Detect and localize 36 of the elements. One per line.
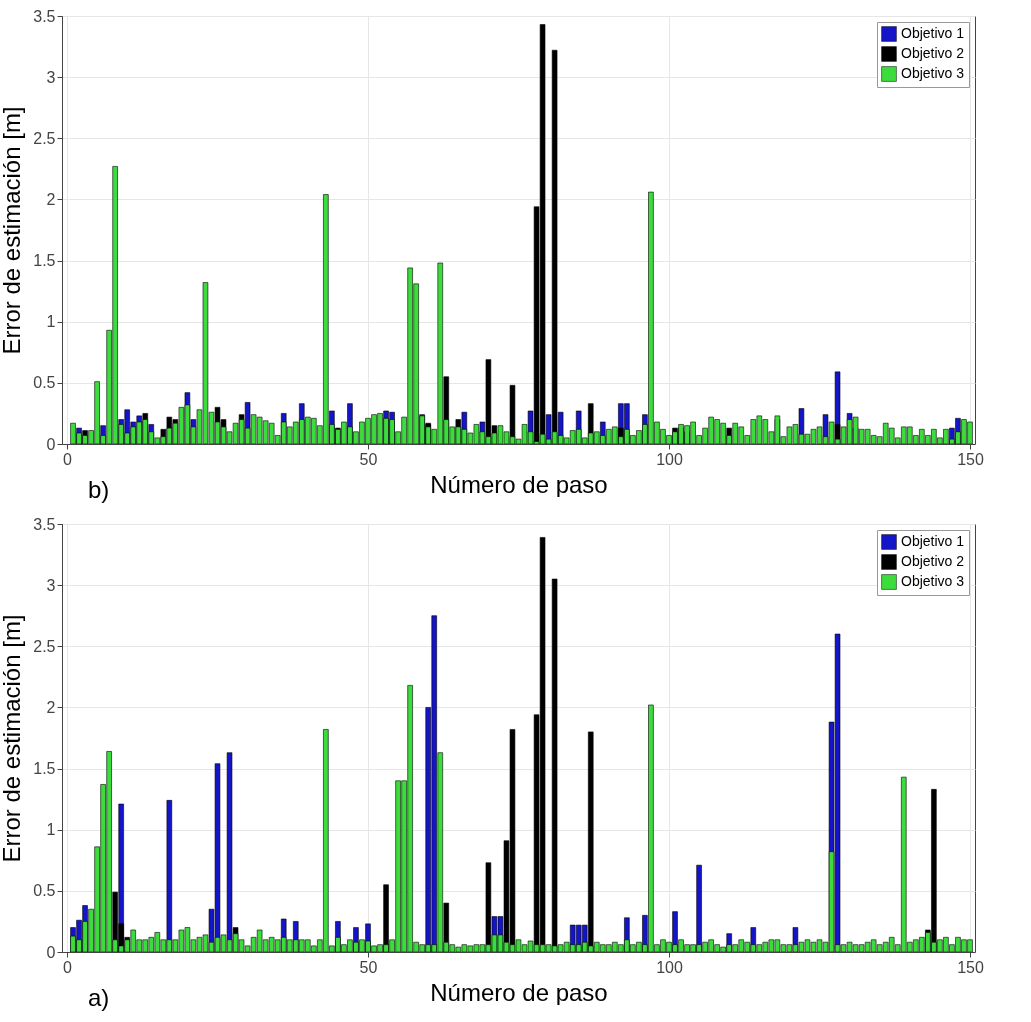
legend-label: Objetivo 1 xyxy=(901,533,965,549)
y-tick-label: 1.5 xyxy=(33,760,56,778)
y-axis-title: Error de estimación [m] xyxy=(0,614,26,863)
legend-label: Objetivo 2 xyxy=(901,553,965,569)
y-tick-label: 0 xyxy=(46,435,56,453)
legend-label: Objetivo 2 xyxy=(901,45,965,61)
x-tick-label: 100 xyxy=(656,450,683,468)
x-tick-label: 150 xyxy=(957,450,984,468)
y-tick-label: 0.5 xyxy=(33,882,56,900)
y-tick-label: 2 xyxy=(46,698,56,716)
x-tick-label: 50 xyxy=(359,958,378,976)
text: a) xyxy=(88,984,110,1012)
y-tick-label: 2.5 xyxy=(33,637,56,655)
y-tick-label: 1.5 xyxy=(33,252,56,270)
y-tick-label: 3 xyxy=(46,576,56,594)
x-axis-title: Número de paso xyxy=(430,470,608,498)
text: b) xyxy=(88,476,110,504)
x-tick-label: 0 xyxy=(63,958,73,976)
x-tick-label: 100 xyxy=(656,958,683,976)
y-tick-label: 3.5 xyxy=(33,515,56,533)
y-tick-label: 3.5 xyxy=(33,7,56,25)
x-tick-label: 150 xyxy=(957,958,984,976)
y-axis-title: Error de estimación [m] xyxy=(0,106,26,355)
legend-label: Objetivo 3 xyxy=(901,65,965,81)
y-tick-label: 0 xyxy=(46,943,56,961)
x-tick-label: 0 xyxy=(63,450,73,468)
y-tick-label: 0.5 xyxy=(33,374,56,392)
y-tick-label: 2 xyxy=(46,190,56,208)
legend-label: Objetivo 1 xyxy=(901,25,965,41)
y-tick-label: 1 xyxy=(46,313,56,331)
legend-label: Objetivo 3 xyxy=(901,573,965,589)
x-tick-label: 50 xyxy=(359,450,378,468)
y-tick-label: 2.5 xyxy=(33,129,56,147)
y-tick-label: 3 xyxy=(46,68,56,86)
y-tick-label: 1 xyxy=(46,821,56,839)
x-axis-title: Número de paso xyxy=(430,978,608,1006)
